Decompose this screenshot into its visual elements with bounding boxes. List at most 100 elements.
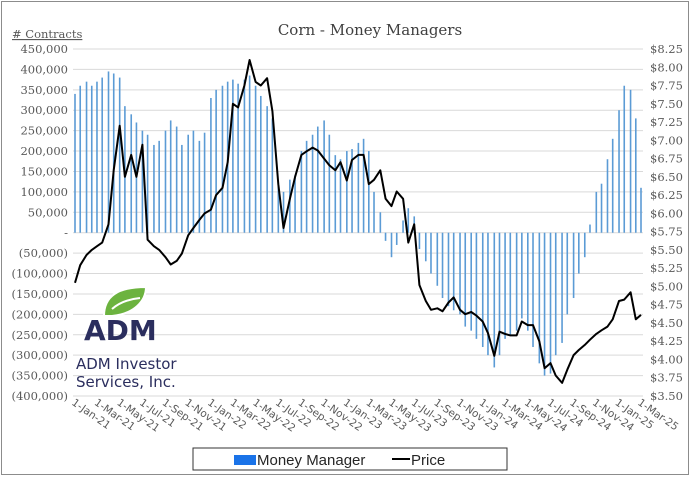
right-tick-label: $4.25 — [650, 334, 683, 348]
money-manager-bar — [323, 120, 325, 233]
money-manager-bar — [618, 110, 620, 233]
money-manager-bar — [339, 159, 342, 233]
money-manager-bar — [430, 232, 432, 274]
money-manager-bar — [623, 85, 626, 233]
leaf-icon — [102, 285, 148, 317]
money-manager-bar — [266, 106, 268, 233]
money-manager-bar — [578, 232, 580, 274]
money-manager-bar — [515, 232, 518, 331]
left-tick-label: (400,000) — [11, 389, 68, 403]
money-manager-bar — [192, 130, 195, 233]
money-manager-bar — [181, 144, 183, 233]
right-tick-label: $6.00 — [650, 206, 683, 220]
money-manager-bar — [572, 232, 575, 299]
money-manager-bar — [334, 155, 337, 233]
money-manager-bar — [232, 79, 234, 233]
money-manager-bar — [447, 232, 450, 307]
money-manager-bar — [101, 77, 103, 233]
money-manager-bar — [289, 179, 291, 233]
money-manager-bar — [248, 75, 251, 233]
left-tick-label: 50,000 — [28, 205, 68, 219]
money-manager-bar — [452, 232, 455, 311]
money-manager-bar — [221, 85, 224, 233]
right-tick-label: $5.00 — [650, 279, 683, 293]
money-manager-bar — [379, 212, 382, 233]
left-tick-label: (350,000) — [11, 369, 68, 383]
money-manager-bar — [475, 232, 478, 339]
money-manager-bar — [112, 73, 115, 233]
left-tick-label: 400,000 — [20, 62, 68, 76]
right-tick-label: $7.75 — [650, 79, 683, 93]
money-manager-bar — [402, 220, 404, 233]
right-tick-label: $3.50 — [650, 389, 683, 403]
money-manager-bar — [328, 134, 331, 233]
money-manager-bar — [141, 130, 144, 233]
money-manager-bar — [210, 97, 212, 233]
money-manager-bar — [527, 232, 529, 331]
money-manager-bar — [130, 114, 133, 233]
money-manager-bar — [566, 232, 569, 315]
chart-title: Corn - Money Managers — [278, 21, 462, 39]
money-manager-bar — [203, 132, 206, 233]
money-manager-bar — [96, 81, 98, 233]
money-manager-bar — [395, 232, 398, 245]
money-manager-bar — [271, 118, 274, 233]
money-manager-bar — [589, 224, 591, 233]
money-manager-bar — [532, 232, 534, 348]
money-manager-bar — [79, 85, 82, 233]
right-tick-label: $7.00 — [650, 133, 683, 147]
money-manager-bar — [538, 232, 541, 364]
money-manager-bar — [357, 142, 360, 233]
money-manager-bar — [260, 95, 262, 233]
money-manager-bar — [367, 151, 370, 233]
money-manager-bar — [384, 232, 387, 241]
money-manager-bar — [254, 85, 257, 233]
money-manager-bar — [470, 232, 472, 331]
right-tick-label: $8.25 — [650, 42, 683, 56]
right-tick-label: $5.50 — [650, 243, 683, 257]
right-tick-label: $6.75 — [650, 152, 683, 166]
left-tick-label: 450,000 — [20, 42, 68, 56]
money-manager-bar — [606, 159, 609, 233]
money-manager-bar — [634, 118, 637, 233]
gridlines — [73, 48, 643, 397]
left-tick-label: (300,000) — [11, 348, 68, 362]
legend-money-manager: Money Manager — [257, 452, 365, 469]
money-manager-bar — [74, 93, 76, 233]
right-tick-label: $8.00 — [650, 60, 683, 74]
money-manager-bar — [504, 232, 506, 339]
right-tick-label: $6.25 — [650, 188, 683, 202]
left-tick-label: (250,000) — [11, 328, 68, 342]
money-manager-bar — [215, 89, 217, 233]
left-tick-label: (200,000) — [11, 307, 68, 321]
money-manager-bar — [237, 83, 239, 233]
money-manager-bar — [158, 140, 160, 233]
left-tick-label: 250,000 — [20, 124, 68, 138]
money-manager-bar — [153, 144, 155, 233]
money-manager-bar — [169, 120, 172, 233]
money-manager-bar — [346, 151, 348, 233]
money-manager-bar — [175, 126, 178, 233]
left-tick-label: (50,000) — [19, 246, 68, 260]
money-manager-bar — [600, 183, 603, 233]
money-manager-bar — [311, 134, 314, 233]
left-axis-ticks: 450,000 400,000 350,000 300,000 250,000 200,0… — [11, 42, 68, 403]
money-manager-bar — [90, 85, 93, 233]
right-tick-label: $7.25 — [650, 115, 683, 129]
left-tick-label: - — [64, 226, 68, 240]
money-manager-bar — [549, 232, 552, 374]
money-manager-bar — [436, 232, 439, 286]
left-tick-label: (150,000) — [11, 287, 68, 301]
money-manager-bar — [481, 232, 484, 348]
money-manager-bar — [198, 140, 201, 233]
money-manager-bar — [498, 232, 501, 356]
money-manager-bar — [554, 232, 557, 356]
money-manager-bar — [164, 130, 167, 233]
legend: Money Manager Price — [192, 447, 508, 471]
money-manager-bar — [441, 232, 444, 299]
money-manager-bar — [294, 175, 296, 233]
money-manager-bar — [493, 232, 496, 368]
money-manager-bar — [85, 81, 88, 233]
money-manager-bar — [595, 191, 598, 233]
money-manager-bar — [351, 149, 353, 233]
